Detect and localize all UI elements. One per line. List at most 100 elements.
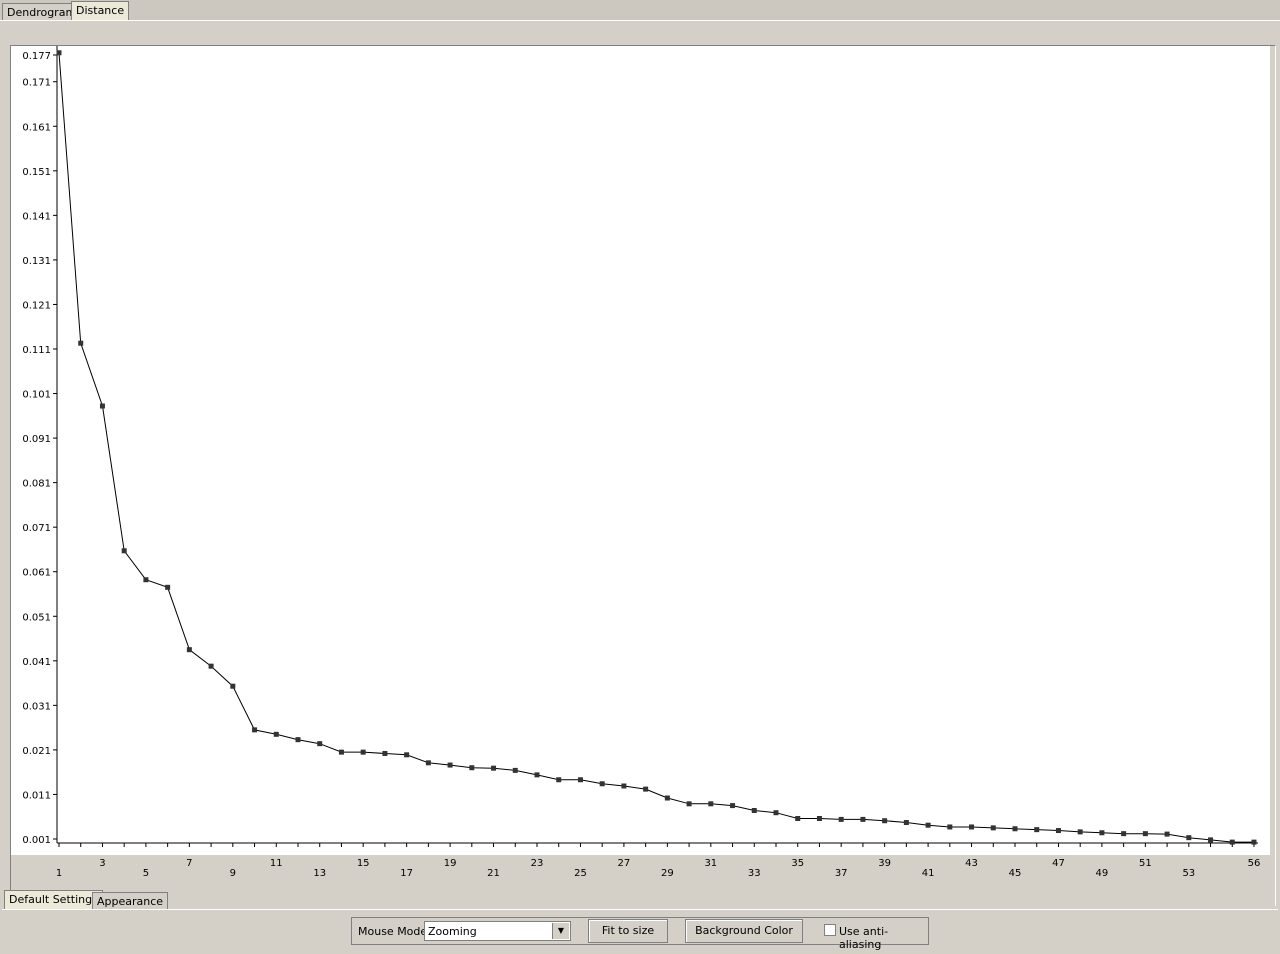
- chart-panel: 0.177 0.171 0.161 0.151 0.141 0.131 0.121 0.111…: [0, 20, 1280, 906]
- background-color-button[interactable]: Background Color: [685, 919, 803, 943]
- distance-data-point: [143, 577, 149, 583]
- distance-data-point: [969, 824, 975, 830]
- x-tick-label: 23: [531, 858, 544, 869]
- control-strip: Mouse Mode Zooming ▼ Fit to size Backgro…: [2, 909, 1278, 952]
- distance-data-point: [664, 795, 670, 801]
- distance-data-point: [1055, 828, 1061, 834]
- distance-data-point: [816, 816, 822, 822]
- distance-data-point: [447, 762, 453, 768]
- x-tick-label: 53: [1182, 868, 1195, 879]
- distance-data-point: [1099, 830, 1105, 836]
- distance-data-point: [773, 810, 779, 816]
- distance-data-point: [252, 727, 258, 733]
- distance-data-point: [599, 781, 605, 787]
- distance-data-point: [425, 760, 431, 766]
- controls-group: Mouse Mode Zooming ▼ Fit to size Backgro…: [351, 917, 929, 951]
- distance-data-point: [1251, 839, 1257, 845]
- tab-distance[interactable]: Distance: [71, 1, 130, 21]
- y-tick-label: 0.091: [22, 434, 51, 445]
- distance-data-point: [78, 340, 84, 346]
- y-tick-label: 0.011: [22, 790, 51, 801]
- top-tab-bar: Dendrogram Distance: [0, 0, 1280, 22]
- y-tick-label: 0.151: [22, 167, 51, 178]
- x-tick-label: 39: [878, 858, 891, 869]
- y-tick-label: 0.111: [22, 345, 51, 356]
- distance-data-point: [751, 807, 757, 813]
- y-tick-label: 0.081: [22, 479, 51, 490]
- x-tick-label: 33: [748, 868, 761, 879]
- x-tick-label: 5: [143, 868, 149, 879]
- distance-data-point: [1229, 839, 1235, 845]
- distance-data-point: [1186, 835, 1192, 841]
- distance-data-point: [186, 647, 192, 653]
- distance-data-point: [795, 816, 801, 822]
- x-tick-label: 11: [270, 858, 283, 869]
- mouse-mode-value: Zooming: [428, 925, 477, 938]
- x-tick-label: 21: [487, 868, 500, 879]
- distance-data-point: [860, 816, 866, 822]
- distance-data-point: [1208, 837, 1214, 843]
- tab-appearance[interactable]: Appearance: [92, 892, 169, 910]
- y-tick-label: 0.051: [22, 612, 51, 623]
- x-tick-label: 31: [704, 858, 717, 869]
- x-tick-label: 29: [661, 868, 674, 879]
- fit-to-size-button[interactable]: Fit to size: [588, 919, 668, 943]
- y-tick-label: 0.171: [22, 78, 51, 89]
- distance-data-point: [1034, 827, 1040, 833]
- tab-default-settings[interactable]: Default Settings: [4, 890, 103, 910]
- distance-data-point: [56, 50, 62, 56]
- mouse-mode-label: Mouse Mode: [358, 925, 428, 938]
- anti-aliasing-checkbox[interactable]: [824, 924, 836, 936]
- x-tick-label: 15: [357, 858, 370, 869]
- tab-dendrogram[interactable]: Dendrogram: [2, 3, 82, 21]
- distance-chart[interactable]: 0.177 0.171 0.161 0.151 0.141 0.131 0.121 0.111…: [11, 46, 1275, 906]
- plot-area[interactable]: 0.177 0.171 0.161 0.151 0.141 0.131 0.121 0.111…: [10, 45, 1276, 906]
- distance-data-point: [903, 820, 909, 826]
- y-tick-label: 0.001: [22, 835, 51, 846]
- distance-data-point: [273, 731, 279, 737]
- distance-data-point: [230, 683, 236, 689]
- distance-data-point: [556, 777, 562, 783]
- distance-data-point: [360, 749, 366, 755]
- distance-series-line: [58, 52, 1254, 843]
- distance-data-point: [338, 749, 344, 755]
- y-tick-label: 0.041: [22, 657, 51, 668]
- distance-data-point: [686, 801, 692, 807]
- distance-data-point: [925, 822, 931, 828]
- distance-data-point: [882, 818, 888, 824]
- y-tick-label: 0.101: [22, 390, 51, 401]
- distance-data-point: [990, 825, 996, 831]
- distance-data-point: [512, 767, 518, 773]
- distance-data-point: [1164, 831, 1170, 837]
- x-tick-label: 27: [618, 858, 631, 869]
- y-tick-label: 0.031: [22, 701, 51, 712]
- x-tick-label: 25: [574, 868, 587, 879]
- distance-data-point: [730, 803, 736, 809]
- distance-data-point: [621, 783, 627, 789]
- distance-data-point: [99, 403, 105, 409]
- y-tick-label: 0.121: [22, 300, 51, 311]
- x-tick-label: 47: [1052, 858, 1065, 869]
- distance-data-point: [404, 752, 410, 758]
- distance-data-point: [1121, 831, 1127, 837]
- x-tick-label: 7: [186, 858, 192, 869]
- y-tick-label: 0.161: [22, 122, 51, 133]
- distance-data-point: [469, 765, 475, 771]
- x-tick-label: 3: [99, 858, 105, 869]
- mouse-mode-dropdown[interactable]: Zooming ▼: [424, 921, 571, 941]
- distance-data-point: [708, 801, 714, 807]
- x-tick-label: 37: [835, 868, 848, 879]
- x-tick-label: 49: [1096, 868, 1109, 879]
- y-tick-label: 0.177: [22, 51, 51, 62]
- y-tick-label: 0.061: [22, 568, 51, 579]
- distance-data-point: [165, 584, 171, 590]
- chevron-down-icon[interactable]: ▼: [552, 923, 569, 939]
- y-tick-label: 0.131: [22, 256, 51, 267]
- distance-data-point: [208, 663, 214, 669]
- distance-data-point: [382, 750, 388, 756]
- distance-data-point: [121, 548, 127, 554]
- x-tick-label: 19: [444, 858, 457, 869]
- y-tick-label: 0.071: [22, 523, 51, 534]
- distance-data-point: [947, 824, 953, 830]
- x-tick-label: 1: [56, 868, 62, 879]
